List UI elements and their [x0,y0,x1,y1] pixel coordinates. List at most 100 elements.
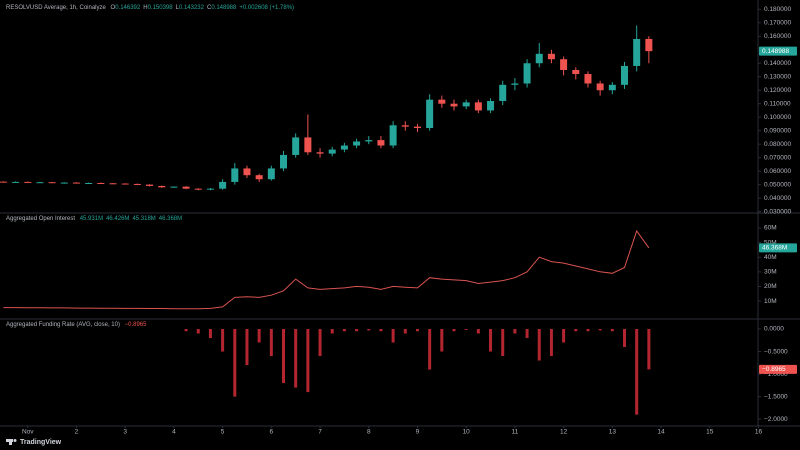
legend-value: 46.426M [106,216,130,222]
change: +0.002608 (+1.78%) [239,5,295,11]
candle-body [0,181,7,183]
y-tick-label: 0.0000 [764,326,784,333]
candle-body [121,183,129,185]
funding-bar [403,329,407,334]
y-tick-label: −1.5000 [764,393,788,400]
funding-bar [391,329,395,343]
candle-body [255,175,263,180]
last-value-tag [759,364,797,374]
ohlc-item: C0.148988 [207,5,236,11]
footer-brand: TradingView [20,439,62,446]
candle-body [219,181,227,189]
y-tick-label: 0.180000 [764,6,791,13]
y-tick-label: 0.060000 [764,168,791,175]
candle-body [401,125,409,127]
candle-body [608,84,616,91]
ohlc-item: O0.146392 [111,5,141,11]
last-value-tag [759,243,797,253]
candle-body [499,84,507,102]
funding-bar [233,329,237,397]
pane-title: Aggregated Open Interest [6,216,76,222]
funding-bar [489,329,493,352]
funding-bar [647,329,651,370]
candle-body [572,69,580,75]
funding-bar [355,329,359,332]
y-tick-label: −2.0000 [764,416,788,423]
candle-body [621,65,629,85]
y-tick-label: 30M [764,269,777,276]
candle-body [365,140,373,142]
candle-body [413,126,421,128]
pane-legend: RESOLVUSD Average, 1h, Coinalyze O0.1463… [6,5,297,11]
candle-body [462,102,470,107]
candle-body [560,59,568,70]
candle-body [292,137,300,155]
x-tick-label: 12 [560,429,568,436]
funding-bar [342,329,346,332]
funding-bar [623,329,627,348]
funding-bar [598,329,602,331]
candle-body [182,186,190,189]
funding-bar [464,329,468,330]
y-tick-label: 0.070000 [764,154,791,161]
funding-bar [208,329,212,339]
y-tick-label: 20M [764,283,777,290]
y-tick-label: 50M [764,239,777,246]
x-tick-label: 9 [416,429,420,436]
y-tick-label: 0.100000 [764,114,791,121]
candle-body [584,74,592,84]
candle-body [353,141,361,146]
ohlc-value: 0.143232 [178,5,204,11]
pane-legend: Aggregated Funding Rate (AVG, close, 10)… [6,322,149,328]
funding-bar [476,329,480,334]
candle-body [389,125,397,146]
candle-body [633,38,641,66]
candle-body [36,182,44,184]
y-tick-label: 0.130000 [764,73,791,80]
candle-body [450,103,458,107]
funding-bar [318,329,322,357]
funding-bar [367,329,371,331]
funding-bar [282,329,286,384]
candle-body [85,183,93,185]
funding-bar [574,329,578,332]
funding-bar [294,329,298,388]
candle-body [304,137,312,153]
last-value-label: 0.148988 [762,48,789,55]
legend-value: 46.368M [158,216,183,222]
candle-body [511,83,519,85]
x-tick-label: 14 [657,429,665,436]
ohlc-key: H [143,5,148,11]
candle-body [487,101,495,111]
candle-body [377,140,385,146]
last-value-tag [759,46,797,56]
last-value-label: 46.368M [762,245,787,252]
candle-body [596,83,604,91]
legend-value: 45.931M [79,216,104,222]
funding-bar [452,329,456,332]
x-tick-label: Nov [22,429,34,436]
funding-bar [562,329,566,343]
candle-body [24,181,32,183]
candle-body [316,152,324,154]
funding-bar [635,329,639,415]
funding-bar [306,329,310,393]
y-tick-label: 0.090000 [764,127,791,134]
x-tick-label: 13 [609,429,617,436]
last-value-label: −0.8965 [762,366,786,373]
legend-value: −0.8965 [124,322,147,328]
funding-bar [513,329,517,334]
y-tick-label: 60M [764,225,777,232]
candle-body [206,188,214,190]
funding-bar [501,329,505,357]
y-tick-label: −1.0000 [764,371,788,378]
candle-body [109,183,117,185]
funding-bar [428,329,432,370]
funding-bar [245,329,249,366]
ohlc-key: C [206,5,212,11]
funding-bar [525,329,529,339]
x-tick-label: 10 [463,429,471,436]
funding-bar [221,329,225,352]
x-tick-label: 4 [172,429,176,436]
